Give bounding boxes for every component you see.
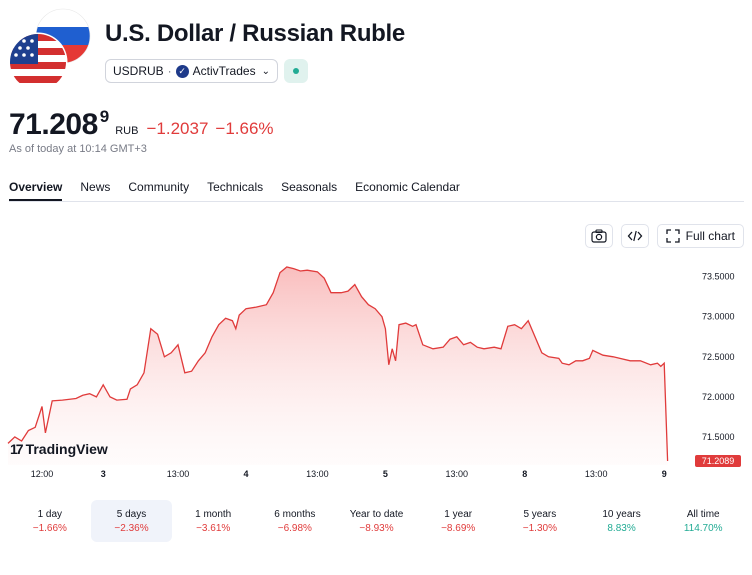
tab-news[interactable]: News: [80, 180, 111, 194]
tradingview-wordmark: TradingView: [25, 441, 108, 457]
performance-periods: 1 day −1.66% 5 days −2.36% 1 month −3.61…: [9, 500, 744, 542]
period-label: Year to date: [349, 508, 404, 520]
period-label: 6 months: [274, 508, 316, 520]
period-1-month[interactable]: 1 month −3.61%: [172, 500, 254, 542]
price-chart[interactable]: 73.5000 73.0000 72.5000 72.0000 71.5000 12:0…: [0, 255, 752, 485]
quote-timestamp: As of today at 10:14 GMT+3: [9, 143, 147, 155]
period-change: −6.98%: [277, 522, 312, 534]
full-chart-button[interactable]: Full chart: [656, 224, 744, 248]
period-year-to-date[interactable]: Year to date −8.93%: [336, 500, 418, 542]
period-label: 5 days: [116, 508, 147, 520]
chevron-down-icon: ⌄: [261, 65, 270, 77]
page-title: U.S. Dollar / Russian Ruble: [105, 20, 405, 47]
period-10-years[interactable]: 10 years 8.83%: [581, 500, 663, 542]
code-icon: [627, 230, 643, 242]
y-axis-tick-label: 72.0000: [702, 392, 735, 402]
tab-community[interactable]: Community: [128, 180, 190, 194]
tab-technicals[interactable]: Technicals: [207, 180, 264, 194]
last-price-marker: [695, 454, 741, 467]
x-axis-tick-label: 5: [383, 469, 388, 479]
snapshot-button[interactable]: [584, 224, 613, 248]
period-label: 1 year: [444, 508, 473, 520]
period-change: 114.70%: [683, 522, 723, 534]
tradingview-mark-icon: 17: [10, 441, 24, 457]
period-change: −1.66%: [32, 522, 67, 534]
period-label: 10 years: [602, 508, 641, 520]
price-currency: RUB: [115, 125, 139, 137]
y-axis-tick-label: 73.0000: [702, 312, 735, 322]
period-change: −3.61%: [196, 522, 231, 534]
market-open-dot-icon: [292, 68, 299, 74]
x-axis-tick-label: 13:00: [306, 469, 329, 479]
period-1-year[interactable]: 1 year −8.69%: [417, 500, 499, 542]
x-axis-tick-label: 8: [522, 469, 527, 479]
price-quote: 71.208 9 RUB −1.2037 −1.66%: [9, 107, 274, 143]
period-change: −2.36%: [114, 522, 149, 534]
section-tabs: Overview News Community Technicals Seaso…: [9, 180, 744, 202]
period-label: 5 years: [523, 508, 557, 520]
symbol-header: U.S. Dollar / Russian Ruble USDRUB · ✓ A…: [8, 8, 748, 98]
period-label: 1 month: [195, 508, 232, 520]
last-price-label: 71.2089: [702, 456, 735, 466]
price-change: −1.2037: [146, 119, 209, 138]
x-axis-tick-label: 13:00: [585, 469, 608, 479]
price-area-fill: [8, 267, 668, 465]
tab-seasonals[interactable]: Seasonals: [281, 180, 338, 194]
y-axis-tick-label: 72.5000: [702, 352, 735, 362]
x-axis-tick-label: 13:00: [446, 469, 469, 479]
expand-icon: [665, 229, 680, 243]
period-change: 8.83%: [607, 522, 636, 534]
x-axis-tick-label: 12:00: [31, 469, 54, 479]
symbol-row: USDRUB · ✓ ActivTrades ⌄: [105, 58, 308, 84]
embed-button[interactable]: [620, 224, 649, 248]
price-change-percent: −1.66%: [215, 119, 274, 138]
period-5-years[interactable]: 5 years −1.30%: [499, 500, 581, 542]
x-axis-tick-label: 4: [243, 469, 248, 479]
period-label: 1 day: [37, 508, 63, 520]
period-6-months[interactable]: 6 months −6.98%: [254, 500, 336, 542]
full-chart-label: Full chart: [685, 229, 735, 243]
x-axis-tick-label: 3: [101, 469, 106, 479]
x-axis-tick-label: 13:00: [167, 469, 190, 479]
symbol-ticker: USDRUB: [113, 64, 164, 78]
tab-economic-calendar[interactable]: Economic Calendar: [355, 180, 460, 194]
period-1-day[interactable]: 1 day −1.66%: [9, 500, 91, 542]
period-all-time[interactable]: All time 114.70%: [662, 500, 744, 542]
last-price: 71.208: [9, 108, 98, 141]
price-line: [7, 266, 669, 462]
broker-name: ActivTrades: [192, 64, 256, 78]
chart-toolbar: Full chart: [584, 224, 744, 248]
period-change: −8.93%: [359, 522, 394, 534]
tradingview-logo: 17 TradingView: [10, 441, 108, 457]
period-change: −1.30%: [522, 522, 557, 534]
last-price-superscript: 9: [99, 107, 110, 126]
symbol-selector[interactable]: USDRUB · ✓ ActivTrades ⌄: [105, 59, 278, 83]
y-axis-tick-label: 73.5000: [702, 272, 735, 282]
market-status-badge[interactable]: [283, 59, 308, 83]
verified-check-icon: ✓: [175, 64, 189, 78]
camera-icon: [591, 229, 607, 243]
period-label: All time: [686, 508, 720, 520]
period-change: −8.69%: [441, 522, 476, 534]
currency-flags-icon: [8, 8, 98, 98]
symbol-separator: ·: [167, 64, 172, 78]
y-axis-tick-label: 71.5000: [702, 432, 735, 442]
period-5-days[interactable]: 5 days −2.36%: [90, 500, 173, 542]
x-axis-tick-label: 9: [662, 469, 667, 479]
tab-overview[interactable]: Overview: [9, 180, 63, 201]
